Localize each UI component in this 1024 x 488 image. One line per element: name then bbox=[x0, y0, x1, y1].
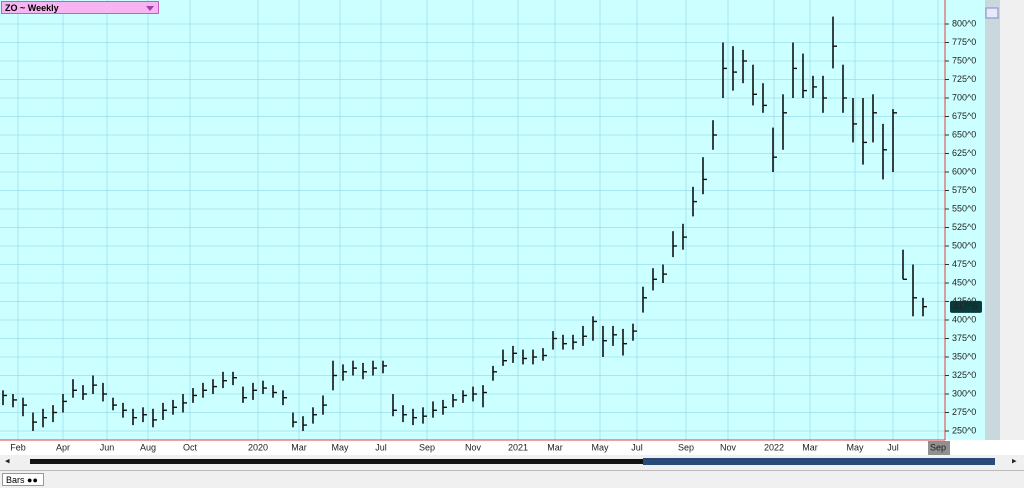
footer-tab[interactable]: Bars ●● bbox=[2, 473, 44, 486]
x-tick-label: Oct bbox=[183, 442, 198, 452]
x-tick-label: 2020 bbox=[248, 442, 268, 452]
y-tick-label: 675^0 bbox=[952, 111, 976, 121]
y-tick-label: 775^0 bbox=[952, 37, 976, 47]
plot-background bbox=[0, 0, 945, 440]
dropdown-arrow[interactable] bbox=[146, 6, 154, 11]
x-axis-current bbox=[928, 441, 950, 455]
y-tick-label: 500^0 bbox=[952, 240, 976, 250]
scroll-right[interactable]: ▸ bbox=[1012, 455, 1017, 465]
y-tick-label: 525^0 bbox=[952, 222, 976, 232]
y-tick-label: 750^0 bbox=[952, 55, 976, 65]
y-tick-label: 325^0 bbox=[952, 370, 976, 380]
x-tick-label: Apr bbox=[56, 442, 70, 452]
x-tick-label: Mar bbox=[291, 442, 307, 452]
chart-title: ZO ~ Weekly bbox=[5, 3, 59, 13]
y-tick-label: 800^0 bbox=[952, 18, 976, 28]
y-tick-label: 650^0 bbox=[952, 129, 976, 139]
y-tick-label: 475^0 bbox=[952, 259, 976, 269]
symbol-selector[interactable]: ZO ~ Weekly bbox=[1, 1, 159, 14]
axis-background bbox=[945, 0, 985, 440]
bs-button[interactable] bbox=[985, 7, 999, 19]
side-strip bbox=[985, 0, 1000, 440]
last-price-label: 417^6 bbox=[953, 301, 977, 311]
x-tick-label: Mar bbox=[547, 442, 563, 452]
x-tick-label: Feb bbox=[10, 442, 26, 452]
x-tick-label: 2022 bbox=[764, 442, 784, 452]
y-tick-label: 625^0 bbox=[952, 148, 976, 158]
x-tick-label: May bbox=[331, 442, 349, 452]
x-tick-label: May bbox=[591, 442, 609, 452]
scroll-thumb[interactable] bbox=[643, 458, 995, 465]
y-tick-label: 350^0 bbox=[952, 351, 976, 361]
chart: ◂ ▸ 250^0 275^0 300^0 325^0 350^0 375^0 400^0 4… bbox=[0, 0, 1024, 466]
x-tick-label: May bbox=[846, 442, 864, 452]
x-tick-label: Nov bbox=[720, 442, 737, 452]
x-tick-label: 2021 bbox=[508, 442, 528, 452]
x-tick-label: Sep bbox=[930, 442, 946, 452]
x-axis-strip bbox=[0, 440, 1024, 455]
x-tick-label: Sep bbox=[678, 442, 694, 452]
x-tick-label: Jun bbox=[100, 442, 115, 452]
y-tick-label: 250^0 bbox=[952, 425, 976, 435]
scroll-left[interactable]: ◂ bbox=[5, 455, 10, 465]
y-tick-label: 575^0 bbox=[952, 185, 976, 195]
footer-tab-label: Bars bbox=[6, 475, 25, 485]
y-tick-label: 375^0 bbox=[952, 333, 976, 343]
y-tick-label: 700^0 bbox=[952, 92, 976, 102]
y-tick-label: 600^0 bbox=[952, 166, 976, 176]
last-price-box bbox=[950, 300, 982, 313]
x-tick-label: Jul bbox=[887, 442, 899, 452]
y-tick-label: 450^0 bbox=[952, 277, 976, 287]
scroll-track[interactable] bbox=[30, 459, 995, 464]
y-tick-label: 300^0 bbox=[952, 388, 976, 398]
x-tick-label: Jul bbox=[375, 442, 387, 452]
y-tick-label: 725^0 bbox=[952, 74, 976, 84]
y-tick-label: 275^0 bbox=[952, 407, 976, 417]
x-tick-label: Jul bbox=[631, 442, 643, 452]
x-tick-label: Mar bbox=[802, 442, 818, 452]
y-tick-label: 550^0 bbox=[952, 203, 976, 213]
y-tick-label: 400^0 bbox=[952, 314, 976, 324]
grid bbox=[0, 0, 945, 440]
footer: Bars ●● bbox=[0, 470, 1024, 488]
x-tick-label: Nov bbox=[465, 442, 482, 452]
x-tick-label: Aug bbox=[140, 442, 156, 452]
x-tick-label: Sep bbox=[419, 442, 435, 452]
